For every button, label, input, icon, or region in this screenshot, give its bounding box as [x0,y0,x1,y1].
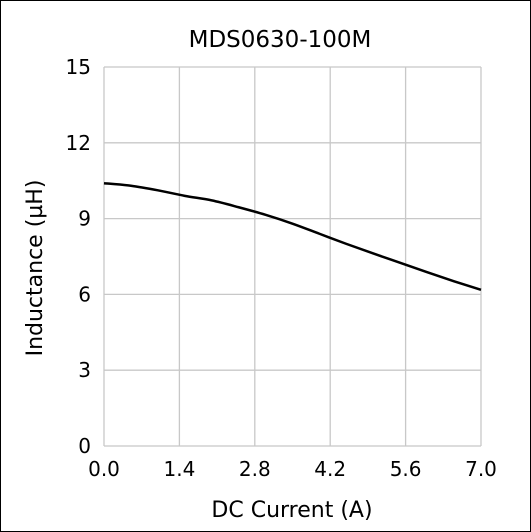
chart-title: MDS0630-100M [189,27,372,53]
x-tick-label: 2.8 [239,457,271,481]
y-tick-labels: 0 3 6 9 12 15 [66,55,91,458]
series-line [103,181,482,292]
y-tick-label: 12 [66,131,91,155]
grid [103,66,482,447]
x-tick-label: 7.0 [465,457,497,481]
y-tick-label: 15 [66,55,91,79]
x-tick-label: 1.4 [163,457,195,481]
y-tick-label: 0 [78,434,91,458]
y-tick-label: 9 [78,207,91,231]
x-tick-labels: 0.0 1.4 2.8 4.2 5.6 7.0 [88,457,497,481]
y-tick-label: 3 [78,358,91,382]
x-tick-label: 5.6 [390,457,422,481]
x-tick-label: 4.2 [314,457,346,481]
series-lines [103,181,482,292]
x-axis-label: DC Current (A) [211,498,372,523]
y-axis-label: Inductance (µH) [23,180,48,357]
y-tick-label: 6 [78,282,91,306]
x-tick-label: 0.0 [88,457,120,481]
